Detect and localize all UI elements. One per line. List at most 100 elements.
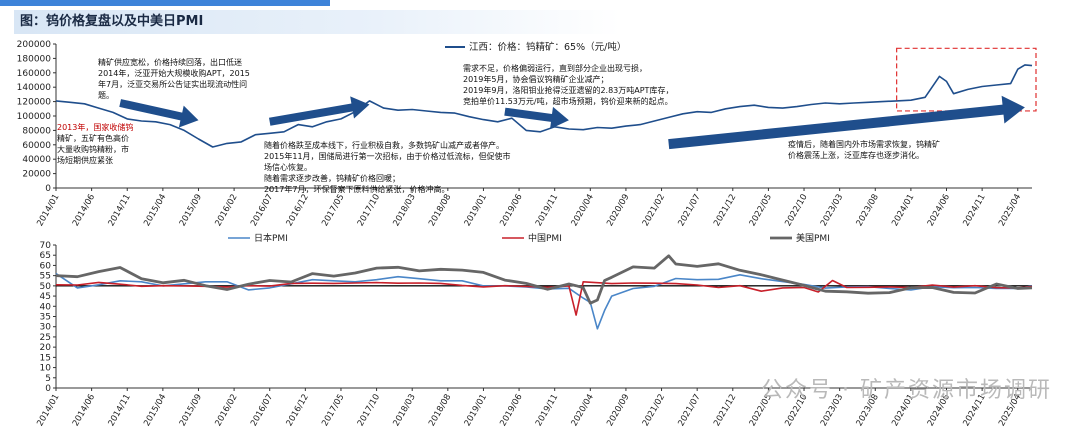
x-tick-label: 2019/06 bbox=[498, 193, 524, 229]
x-tick-label: 2018/03 bbox=[391, 193, 417, 229]
x-tick-label: 2019/01 bbox=[463, 393, 489, 429]
pmi-legend-label: 美国PMI bbox=[796, 232, 830, 244]
x-tick-label: 2017/10 bbox=[356, 393, 382, 429]
x-tick-label: 2016/07 bbox=[249, 193, 275, 229]
x-tick-label: 2021/12 bbox=[712, 193, 738, 229]
top-accent-strip bbox=[0, 0, 1080, 6]
ann-2014-line: 题。 bbox=[98, 91, 114, 100]
x-tick-label: 2014/06 bbox=[71, 193, 97, 229]
ann-2013-black-line: 精矿，五矿有色高价 bbox=[57, 133, 129, 143]
ann-2013-black-line: 场短期供应紧张 bbox=[57, 155, 113, 165]
y-tick-label: 40 bbox=[40, 302, 52, 312]
x-tick-label: 2016/12 bbox=[285, 193, 311, 229]
trend-arrow-rise-2016 bbox=[269, 96, 370, 126]
y-tick-label: 60 bbox=[40, 261, 52, 271]
x-tick-label: 2018/03 bbox=[391, 393, 417, 429]
y-tick-label: 20 bbox=[40, 343, 52, 353]
ann-2016-line: 随着需求逐步改善，钨精矿价格回暖； bbox=[264, 173, 400, 183]
x-tick-label: 2014/01 bbox=[35, 393, 61, 429]
x-tick-label: 2019/06 bbox=[498, 393, 524, 429]
x-tick-label: 2021/07 bbox=[676, 193, 702, 229]
ann-2016-line: 2017年7月，环保督察下原料供给紧张，价格冲高。 bbox=[264, 184, 449, 194]
x-tick-label: 2015/09 bbox=[178, 393, 204, 429]
x-tick-label: 2018/08 bbox=[427, 193, 453, 229]
x-tick-label: 2015/09 bbox=[178, 193, 204, 229]
x-tick-label: 2024/11 bbox=[961, 193, 987, 229]
y-tick-label: 55 bbox=[40, 272, 51, 282]
x-tick-label: 2015/04 bbox=[142, 393, 168, 429]
x-tick-label: 2016/02 bbox=[213, 393, 239, 429]
annotation-layer: 精矿供应宽松，价格持续回落，出口低迷2014年，泛亚开始大规模收购APT，201… bbox=[57, 57, 1025, 194]
x-tick-label: 2020/04 bbox=[570, 193, 596, 229]
x-tick-label: 2020/09 bbox=[605, 193, 631, 229]
ann-2013-red-line: 2013年，国家收储钨 bbox=[57, 122, 133, 132]
ann-2016-line: 随着价格跌至成本线下，行业积极自救，多数钨矿山减产或者停产。 bbox=[264, 140, 504, 150]
x-tick-label: 2014/11 bbox=[107, 393, 133, 429]
y-tick-label: 25 bbox=[40, 333, 51, 343]
y-tick-label: 200000 bbox=[17, 40, 52, 50]
x-tick-label: 2018/08 bbox=[427, 393, 453, 429]
y-tick-label: 0 bbox=[45, 184, 51, 194]
trend-arrow-decline bbox=[119, 99, 199, 128]
pmi-series-line bbox=[55, 254, 1033, 305]
y-tick-label: 20000 bbox=[22, 170, 51, 180]
highlight-box bbox=[896, 47, 1037, 112]
x-tick-label: 2017/05 bbox=[320, 393, 346, 429]
y-tick-label: 50 bbox=[40, 282, 52, 292]
x-tick-label: 2016/07 bbox=[249, 393, 275, 429]
x-tick-label: 2021/07 bbox=[676, 393, 702, 429]
pmi-legend-label: 中国PMI bbox=[528, 232, 562, 244]
y-tick-label: 60000 bbox=[22, 141, 51, 151]
y-tick-label: 160000 bbox=[17, 69, 52, 79]
y-tick-label: 80000 bbox=[22, 126, 51, 136]
x-tick-label: 2023/03 bbox=[819, 193, 845, 229]
x-tick-label: 2019/01 bbox=[463, 193, 489, 229]
y-tick-label: 15 bbox=[40, 353, 51, 363]
pmi-legend-label: 日本PMI bbox=[254, 232, 288, 244]
y-tick-label: 10 bbox=[40, 364, 52, 374]
ann-2019-line: 2019年5月，协会倡议钨精矿企业减产； bbox=[463, 74, 608, 84]
pmi-series-line bbox=[55, 279, 1033, 316]
ann-2014-line: 精矿供应宽松，价格持续回落，出口低迷 bbox=[98, 57, 242, 67]
y-tick-label: 100000 bbox=[17, 112, 52, 122]
x-tick-label: 2023/08 bbox=[855, 193, 881, 229]
x-tick-label: 2016/12 bbox=[285, 393, 311, 429]
trend-arrow-2019 bbox=[504, 106, 569, 130]
y-tick-label: 140000 bbox=[17, 83, 52, 93]
x-tick-label: 2022/05 bbox=[748, 193, 774, 229]
x-tick-label: 2017/05 bbox=[320, 193, 346, 229]
tungsten-price-line bbox=[55, 64, 1033, 148]
ann-2013-black-line: 大量收购钨精粉，市 bbox=[57, 144, 129, 154]
ann-2023-line: 疫情后，随着国内外市场需求恢复，钨精矿 bbox=[788, 139, 940, 149]
y-tick-label: 35 bbox=[40, 313, 51, 323]
ann-2019-line: 需求不足，价格偏弱运行，直到部分企业出现亏损， bbox=[463, 63, 647, 73]
ann-2019-line: 2019年9月，洛阳钼业抢得泛亚遗留的2.83万吨APT库存， bbox=[463, 85, 673, 95]
x-tick-label: 2019/11 bbox=[534, 193, 560, 229]
x-tick-label: 2024/06 bbox=[926, 193, 952, 229]
x-tick-label: 2020/04 bbox=[570, 393, 596, 429]
y-tick-label: 120000 bbox=[17, 98, 52, 108]
ann-2016-line: 场信心恢复。 bbox=[264, 162, 312, 172]
x-tick-label: 2024/01 bbox=[890, 193, 916, 229]
pmi-series-line bbox=[55, 272, 1033, 330]
y-tick-label: 0 bbox=[45, 384, 51, 394]
x-tick-label: 2022/10 bbox=[783, 193, 809, 229]
x-tick-label: 2017/10 bbox=[356, 193, 382, 229]
y-tick-label: 70 bbox=[40, 241, 52, 251]
top-accent-bar bbox=[0, 0, 330, 6]
figure-title: 图：钨价格复盘以及中美日PMI bbox=[14, 10, 620, 34]
x-tick-label: 2020/09 bbox=[605, 393, 631, 429]
x-tick-label: 2015/04 bbox=[142, 193, 168, 229]
ann-2023-line: 价格震荡上涨，泛亚库存也逐步消化。 bbox=[788, 150, 924, 160]
x-tick-label: 2014/06 bbox=[71, 393, 97, 429]
x-tick-label: 2021/02 bbox=[641, 193, 667, 229]
y-tick-label: 45 bbox=[40, 292, 51, 302]
y-tick-label: 30 bbox=[40, 323, 52, 333]
y-tick-label: 40000 bbox=[22, 155, 51, 165]
ann-2014-line: 2014年，泛亚开始大规模收购APT，2015 bbox=[98, 68, 250, 78]
y-tick-label: 65 bbox=[40, 251, 51, 261]
legend-label-price: 江西：价格：钨精矿：65%（元/吨） bbox=[469, 41, 626, 53]
ann-2019-line: 竞拍单价11.53万元/吨，超市场预期，钨价迎来新的起点。 bbox=[463, 96, 673, 106]
x-tick-label: 2021/12 bbox=[712, 393, 738, 429]
x-tick-label: 2021/02 bbox=[641, 393, 667, 429]
